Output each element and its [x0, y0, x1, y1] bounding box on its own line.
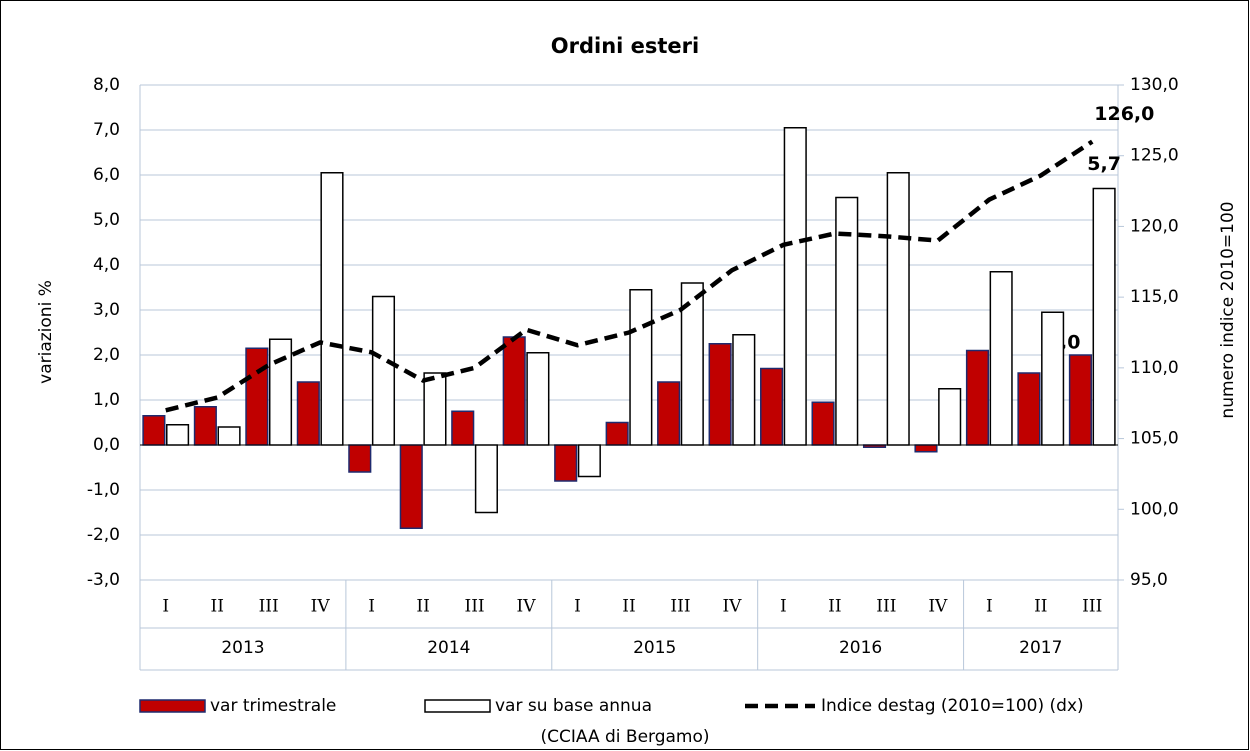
x-tick-label: II [210, 597, 223, 617]
legend-label: Indice destag (2010=100) (dx) [821, 696, 1084, 716]
y-tick-label: 4,0 [93, 255, 120, 275]
bar [1041, 311, 1065, 446]
y2-tick-label: 95,0 [1130, 570, 1168, 590]
bar [423, 372, 447, 446]
x-tick-label: III [465, 597, 485, 617]
x-group-label: 2014 [427, 638, 470, 658]
bar [526, 352, 550, 446]
legend-label: var trimestrale [210, 696, 336, 716]
bar [166, 424, 190, 446]
bar [577, 444, 601, 478]
bar [451, 410, 475, 446]
y2-tick-label: 115,0 [1130, 287, 1179, 307]
bar [1017, 372, 1041, 446]
y2-axis-title: numero indice 2010=100 [1218, 201, 1238, 418]
y-tick-label: 8,0 [93, 75, 120, 95]
bar [1092, 187, 1116, 446]
bar [732, 334, 756, 446]
x-tick-label: IV [928, 597, 948, 617]
bar [142, 415, 166, 446]
x-group-label: 2017 [1019, 638, 1062, 658]
bar [217, 426, 241, 446]
y-tick-label: 5,0 [93, 210, 120, 230]
x-tick-label: IV [311, 597, 331, 617]
legend-label: var su base annua [495, 696, 652, 716]
line-series [165, 139, 1094, 413]
y2-tick-label: 120,0 [1130, 216, 1179, 236]
legend-swatch [139, 699, 206, 713]
y-axis-title: variazioni % [36, 280, 56, 384]
bar [760, 367, 784, 446]
x-tick-label: III [259, 597, 279, 617]
bar [371, 295, 396, 446]
y2-tick-label: 110,0 [1130, 358, 1179, 378]
x-tick-label: I [986, 597, 993, 617]
y-tick-label: 6,0 [93, 165, 120, 185]
bar [629, 289, 653, 446]
x-tick-label: IV [517, 597, 537, 617]
y-tick-label: 2,0 [93, 345, 120, 365]
data-label: 5,7 [1087, 153, 1121, 175]
bar [296, 381, 320, 446]
x-tick-label: III [670, 597, 690, 617]
y-tick-label: 3,0 [93, 300, 120, 320]
x-group-label: 2016 [839, 638, 882, 658]
x-tick-label: I [162, 597, 169, 617]
bar [320, 172, 344, 446]
bar [657, 381, 681, 446]
bar [783, 127, 807, 446]
x-tick-label: III [1082, 597, 1102, 617]
bar [989, 271, 1013, 446]
legend-swatch [424, 699, 491, 713]
bar [245, 347, 269, 446]
bar [965, 349, 990, 446]
bar [268, 338, 293, 446]
x-group-label: 2013 [221, 638, 264, 658]
x-tick-label: III [876, 597, 896, 617]
bar [348, 444, 372, 473]
y2-tick-label: 105,0 [1130, 429, 1179, 449]
bar [1068, 354, 1092, 446]
bar [399, 444, 423, 529]
y-tick-label: 7,0 [93, 120, 120, 140]
bar [708, 343, 732, 446]
x-tick-label: II [828, 597, 841, 617]
x-tick-label: I [574, 597, 581, 617]
y-tick-label: -3,0 [87, 570, 120, 590]
bar [193, 406, 217, 446]
bar [914, 444, 938, 453]
bar [554, 444, 578, 482]
y-tick-label: 1,0 [93, 390, 120, 410]
y-tick-label: 0,0 [93, 435, 120, 455]
y-tick-label: -1,0 [87, 480, 120, 500]
y2-tick-label: 130,0 [1130, 75, 1179, 95]
x-tick-label: I [368, 597, 375, 617]
x-tick-label: II [1034, 597, 1047, 617]
bar [886, 172, 910, 446]
y2-tick-label: 125,0 [1130, 146, 1179, 166]
x-tick-label: I [780, 597, 787, 617]
x-tick-label: II [416, 597, 429, 617]
x-group-label: 2015 [633, 638, 676, 658]
bar [811, 401, 835, 446]
chart-title: Ordini esteri [551, 34, 699, 58]
x-tick-label: IV [722, 597, 742, 617]
data-label: 126,0 [1094, 103, 1154, 125]
y-tick-label: -2,0 [87, 525, 120, 545]
bar [938, 388, 962, 446]
bar [502, 336, 526, 446]
bar [605, 421, 629, 446]
y2-tick-label: 100,0 [1130, 499, 1179, 519]
x-tick-label: II [622, 597, 635, 617]
source-note: (CCIAA di Bergamo) [540, 727, 709, 747]
bar [474, 444, 498, 514]
